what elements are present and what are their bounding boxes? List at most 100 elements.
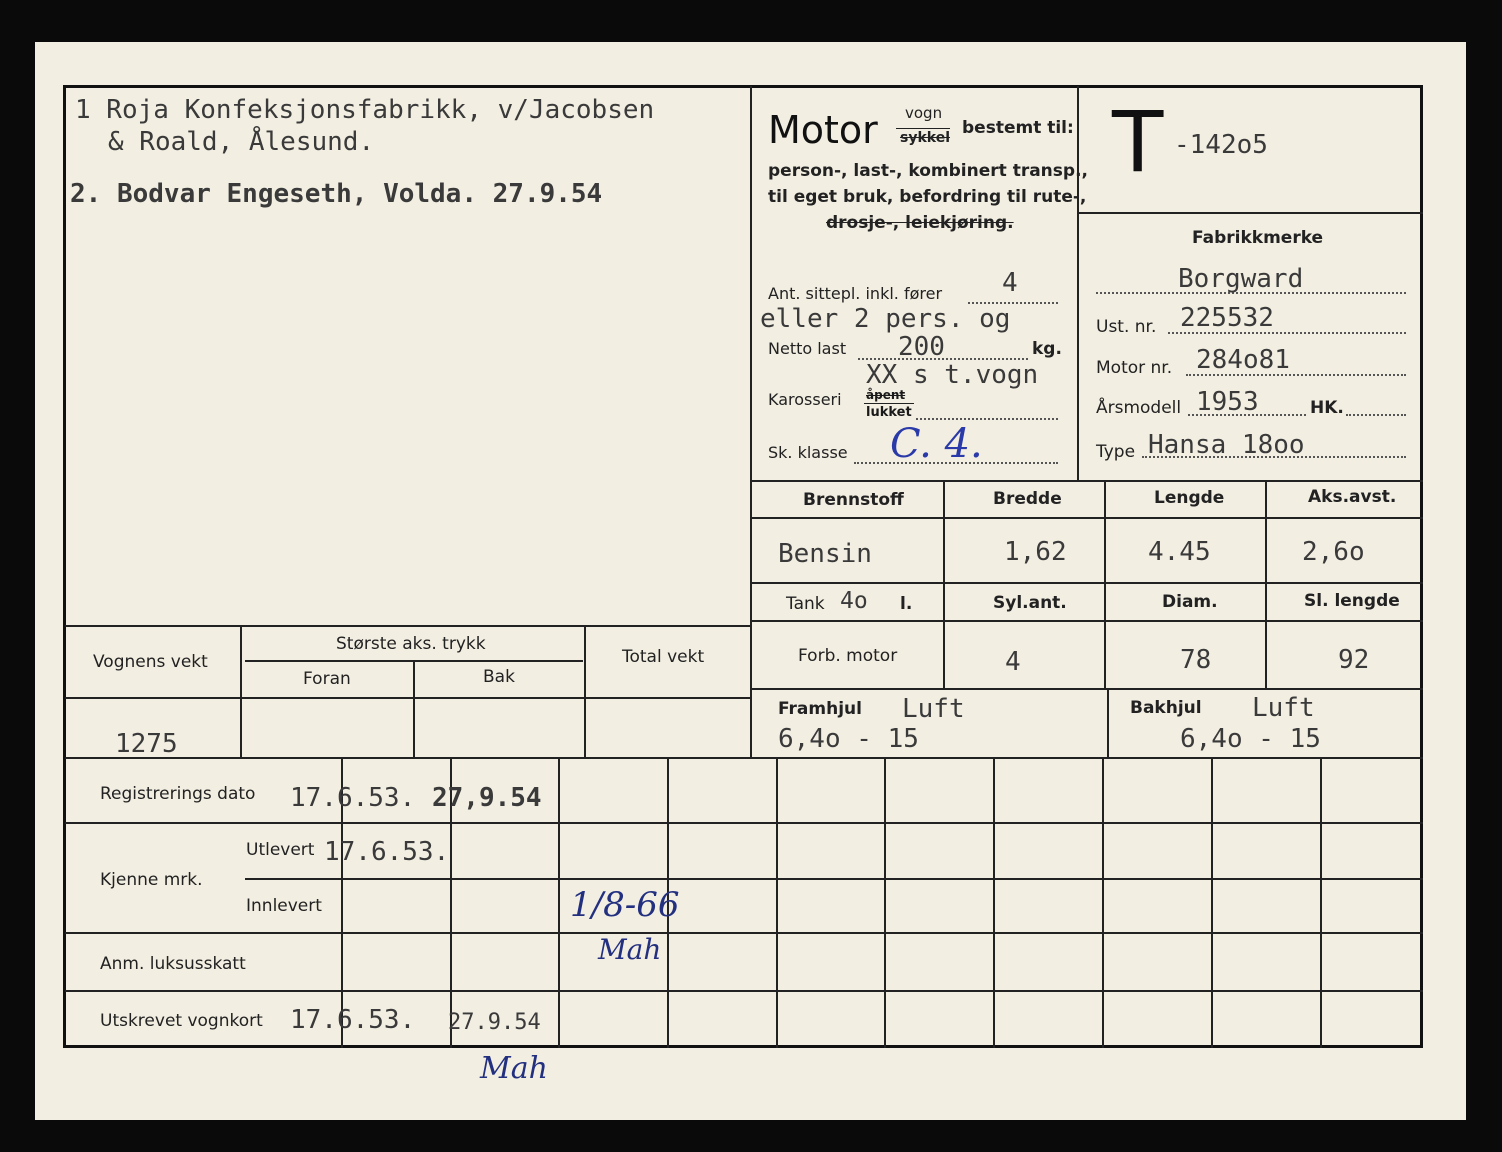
apent-label: åpent [866,388,906,402]
card-frame [63,85,1423,1048]
usage-line-2: til eget bruk, befordring til rute-, [768,187,1087,207]
netto-value: 200 [898,332,945,362]
divider [752,582,1423,584]
owner-1-line-1: 1 Roja Konfeksjonsfabrikk, v/Jacobsen [75,95,655,125]
arsmodell-value: 1953 [1196,387,1259,417]
divider [65,990,1423,992]
dotted-line [968,302,1058,304]
dotted-line [858,358,1028,360]
fabrikkmerke-label: Fabrikkmerke [1192,228,1324,248]
hk-label: HK. [1310,398,1344,418]
spec-value: 4 [1005,647,1021,677]
divider [1104,480,1106,688]
fraction-line [896,128,950,129]
spec-header: Brennstoff [803,490,904,510]
spec-value: 4.45 [1148,537,1211,567]
owner-2: 2. Bodvar Engeseth, Volda. 27.9.54 [70,179,603,209]
owner-1-line-2: & Roald, Ålesund. [108,127,375,157]
utlevert-value: 17.6.53. [324,837,450,867]
divider [943,480,945,688]
spec-value: 1,62 [1004,537,1067,567]
divider [65,697,751,699]
divider [240,625,242,757]
dotted-line [916,418,1058,420]
divider [752,517,1423,519]
divider [65,625,751,627]
kjenne-mrk-label: Kjenne mrk. [100,870,203,890]
fraction-line [864,403,914,404]
utlevert-label: Utlevert [246,840,315,860]
vognens-vekt-label: Vognens vekt [93,652,208,672]
motor-nr-value: 284o81 [1196,345,1290,375]
dotted-line [854,462,1058,464]
dotted-line [1188,414,1306,416]
spec-header: Sl. lengde [1304,591,1400,611]
usage-line-3: drosje-, leiekjøring. [826,213,1014,233]
spec-header: Bredde [993,489,1062,509]
divider [1107,688,1109,757]
grid-column-line [1102,757,1104,1048]
utskrevet-label: Utskrevet vognkort [100,1011,263,1031]
spec-header: Diam. [1162,592,1218,612]
grid-column-line [993,757,995,1048]
innlevert-signature: Mah [598,933,662,966]
divider [584,625,586,757]
seats-label: Ant. sittepl. inkl. fører [768,284,943,303]
divider [1077,86,1079,480]
divider [750,86,752,757]
tank-value: 4o [840,588,868,614]
grid-column-line [341,757,343,1048]
innlevert-value: 1/8-66 [570,885,680,925]
divider [65,932,1423,934]
spec-header: Aks.avst. [1308,487,1397,507]
divider [245,878,1423,880]
dotted-line [1168,332,1406,334]
grid-column-line [450,757,452,1048]
utskrevet-1: 17.6.53. [290,1005,416,1035]
dotted-line [1346,414,1406,416]
framhjul-label: Framhjul [778,699,862,719]
seats-value: 4 [1002,268,1018,298]
lukket-label: lukket [866,405,912,420]
sk-klasse-label: Sk. klasse [768,443,848,462]
spec-value: Bensin [778,539,872,569]
spec-header: Lengde [1154,488,1225,508]
netto-label: Netto last [768,339,847,358]
grid-column-line [1211,757,1213,1048]
total-vekt-label: Total vekt [622,647,705,667]
ust-value: 225532 [1180,303,1274,333]
spec-value: 92 [1338,645,1370,675]
vognens-vekt-value: 1275 [115,729,178,759]
foran-label: Foran [303,669,351,689]
fabrikkmerke-value: Borgward [1178,264,1304,294]
divider [65,822,1423,824]
dotted-line [1142,456,1406,458]
arsmodell-label: Årsmodell [1096,398,1182,418]
reg-dato-2: 27,9.54 [432,783,542,813]
utskrevet-2: 27.9.54 [448,1010,541,1035]
grid-column-line [667,757,669,1048]
spec-value: 2,6o [1302,537,1365,567]
divider [413,660,415,757]
reg-dato-1: 17.6.53. [290,783,416,813]
motor-nr-label: Motor nr. [1096,358,1173,378]
utskrevet-signature: Mah [480,1051,548,1086]
framhjul-type: Luft [902,694,965,724]
ust-label: Ust. nr. [1096,317,1157,337]
reg-dato-label: Registrerings dato [100,784,256,804]
karosseri-label: Karosseri [768,390,842,409]
anm-luksusskatt-label: Anm. luksusskatt [100,954,246,974]
usage-line-1: person-, last-, kombinert transp., [768,161,1088,181]
sk-klasse-value: C. 4. [890,421,983,467]
sykkel-label: sykkel [900,130,950,146]
forb-motor-label: Forb. motor [798,646,898,666]
type-label: Type [1096,442,1136,462]
dotted-line [1186,374,1406,376]
spec-header: Syl.ant. [993,593,1067,613]
reg-letter: T [1112,93,1164,191]
reg-number: -142o5 [1174,130,1268,160]
grid-column-line [776,757,778,1048]
karosseri-value: XX s t.vogn [866,360,1039,390]
dotted-line [1096,292,1406,294]
bakhjul-type: Luft [1252,693,1315,723]
